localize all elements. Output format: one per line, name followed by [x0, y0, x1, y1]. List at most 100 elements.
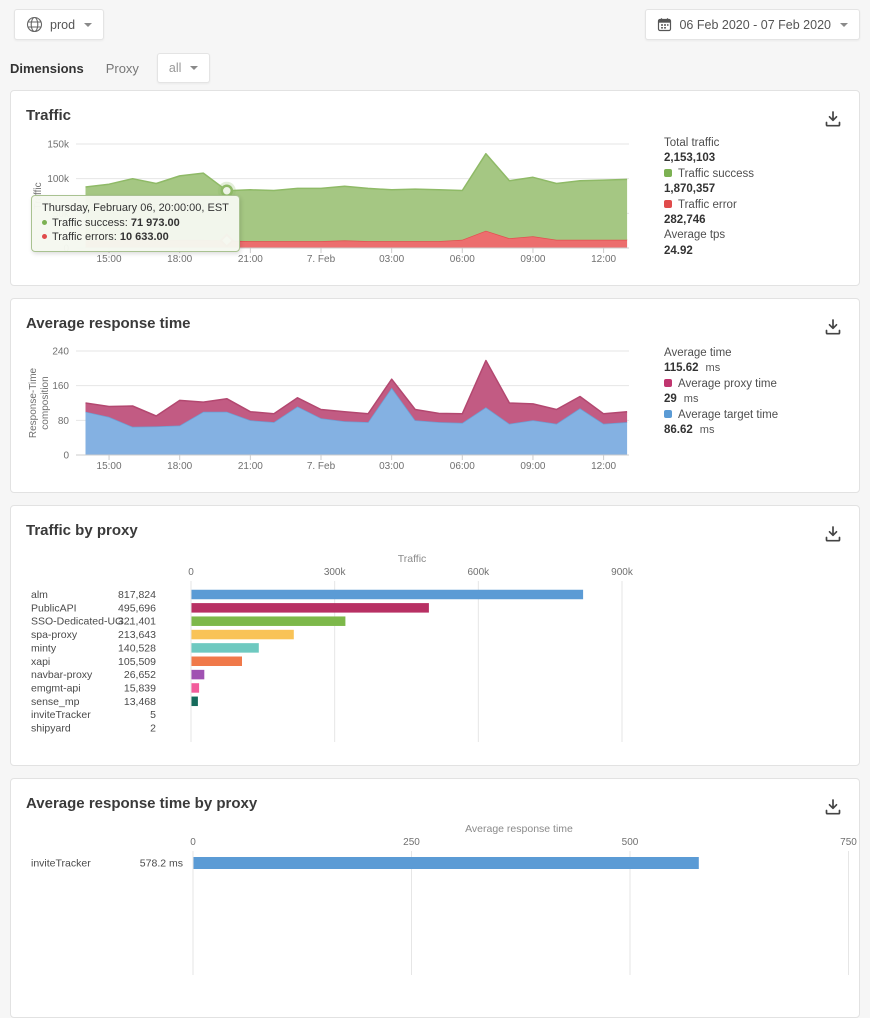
svg-text:750: 750 [840, 837, 857, 848]
chevron-down-icon [190, 66, 199, 70]
svg-text:26,652: 26,652 [124, 669, 156, 681]
svg-text:Average response time: Average response time [465, 823, 573, 835]
legend-swatch [664, 168, 672, 177]
svg-text:inviteTracker: inviteTracker [31, 858, 91, 870]
response-time-chart[interactable]: 0 80 160 240 15:00 18:00 21:00 7. Feb 03:00 06:00… [11, 337, 671, 487]
legend-swatch [664, 199, 672, 208]
legend-label: Traffic success [664, 167, 754, 182]
svg-text:600k: 600k [467, 567, 490, 578]
svg-text:250: 250 [403, 837, 420, 848]
svg-text:emgmt-api: emgmt-api [31, 682, 81, 694]
download-icon [825, 799, 841, 815]
dimensions-label: Dimensions [10, 60, 84, 76]
traffic-by-proxy-card: Traffic by proxy Traffic 0 300k 600k 900k alm… [10, 505, 860, 766]
svg-text:Traffic: Traffic [398, 553, 427, 565]
environment-selector[interactable]: prod [14, 9, 105, 40]
svg-text:Response-Time: Response-Time [28, 367, 39, 438]
download-icon [825, 319, 841, 335]
svg-text:7. Feb: 7. Feb [307, 461, 336, 472]
traffic-legend: Total traffic 2,153,103 Traffic success 1,8… [664, 136, 754, 259]
response-time-legend: Average time 115.62 ms Average proxy time 29… [664, 346, 778, 438]
svg-text:spa-proxy: spa-proxy [31, 629, 78, 641]
legend-value: 29 ms [664, 393, 699, 406]
svg-text:160: 160 [52, 381, 69, 392]
response-time-by-proxy-card: Average response time by proxy Average r… [10, 778, 860, 1018]
legend-label: Total traffic [664, 137, 720, 149]
dimension-proxy-label: Proxy [105, 60, 139, 76]
globe-icon [26, 16, 43, 33]
date-range-label: 06 Feb 2020 - 07 Feb 2020 [679, 17, 831, 32]
legend-value: 282,746 [664, 214, 706, 227]
svg-text:0: 0 [190, 837, 196, 848]
svg-text:495,696: 495,696 [118, 602, 156, 614]
svg-text:navbar-proxy: navbar-proxy [31, 669, 93, 681]
svg-text:500: 500 [622, 837, 639, 848]
tooltip-row: Traffic errors: 10 633.00 [42, 230, 229, 245]
legend-value: 1,870,357 [664, 183, 716, 196]
svg-text:5: 5 [150, 709, 156, 721]
legend-swatch [664, 378, 672, 387]
proxy-filter-value: all [168, 61, 182, 75]
svg-text:xapi: xapi [31, 656, 50, 668]
svg-text:minty: minty [31, 642, 57, 654]
download-button[interactable] [823, 525, 843, 545]
svg-text:03:00: 03:00 [379, 461, 404, 472]
svg-text:18:00: 18:00 [167, 461, 192, 472]
svg-text:SSO-Dedicated-UG...: SSO-Dedicated-UG... [31, 616, 132, 628]
svg-text:900k: 900k [611, 567, 634, 578]
download-icon [825, 111, 841, 127]
proxy-filter-dropdown[interactable]: all [156, 53, 211, 83]
svg-text:06:00: 06:00 [450, 461, 475, 472]
chevron-down-icon [840, 22, 848, 27]
svg-text:2: 2 [150, 723, 156, 735]
download-button[interactable] [823, 318, 843, 338]
svg-text:0: 0 [188, 567, 194, 578]
svg-text:105,509: 105,509 [118, 656, 156, 668]
legend-value: 86.62 ms [664, 424, 715, 437]
download-button[interactable] [823, 110, 843, 130]
svg-text:15:00: 15:00 [97, 461, 122, 472]
legend-label: Average target time [664, 408, 778, 423]
calendar-icon [657, 17, 672, 32]
svg-text:240: 240 [52, 347, 69, 358]
svg-text:sense_mp: sense_mp [31, 696, 80, 708]
response-time-card: Average response time 0 80 160 240 15:00 18:0… [10, 298, 860, 493]
svg-text:12:00: 12:00 [591, 461, 616, 472]
traffic-by-proxy-chart[interactable]: Traffic 0 300k 600k 900k alm 817,824 PublicAPI 4… [11, 548, 860, 760]
svg-text:0: 0 [63, 451, 69, 462]
svg-text:09:00: 09:00 [520, 461, 545, 472]
svg-text:321,401: 321,401 [118, 616, 156, 628]
download-icon [825, 526, 841, 542]
svg-text:7. Feb: 7. Feb [307, 254, 336, 265]
svg-text:composition: composition [40, 376, 51, 429]
svg-text:213,643: 213,643 [118, 629, 156, 641]
svg-text:578.2 ms: 578.2 ms [140, 858, 183, 870]
response-time-by-proxy-chart[interactable]: Average response time 0 250 500 750 inviteTra… [11, 815, 860, 975]
topbar: prod 06 Feb 2020 - 07 Feb 2020 [0, 0, 870, 50]
chart-tooltip: Thursday, February 06, 20:00:00, EST Traf… [31, 195, 240, 252]
date-range-selector[interactable]: 06 Feb 2020 - 07 Feb 2020 [645, 9, 860, 40]
svg-text:80: 80 [58, 416, 70, 427]
svg-text:150k: 150k [47, 140, 70, 151]
response-time-card-title: Average response time [26, 315, 191, 332]
legend-value: 24.92 [664, 244, 693, 257]
svg-text:06:00: 06:00 [450, 254, 475, 265]
legend-label: Average time [664, 347, 732, 359]
svg-text:15:00: 15:00 [97, 254, 122, 265]
legend-label: Traffic error [664, 198, 754, 213]
svg-text:15,839: 15,839 [124, 682, 156, 694]
svg-text:140,528: 140,528 [118, 642, 156, 654]
svg-text:21:00: 21:00 [238, 461, 263, 472]
traffic-by-proxy-card-title: Traffic by proxy [26, 522, 138, 539]
svg-text:18:00: 18:00 [167, 254, 192, 265]
download-button[interactable] [823, 798, 843, 818]
legend-label: Average proxy time [664, 377, 778, 392]
svg-text:inviteTracker: inviteTracker [31, 709, 91, 721]
svg-text:shipyard: shipyard [31, 723, 71, 735]
svg-text:03:00: 03:00 [379, 254, 404, 265]
traffic-card-title: Traffic [26, 107, 72, 124]
svg-text:300k: 300k [324, 567, 347, 578]
response-time-by-proxy-card-title: Average response time by proxy [26, 795, 258, 812]
svg-text:817,824: 817,824 [118, 589, 156, 601]
